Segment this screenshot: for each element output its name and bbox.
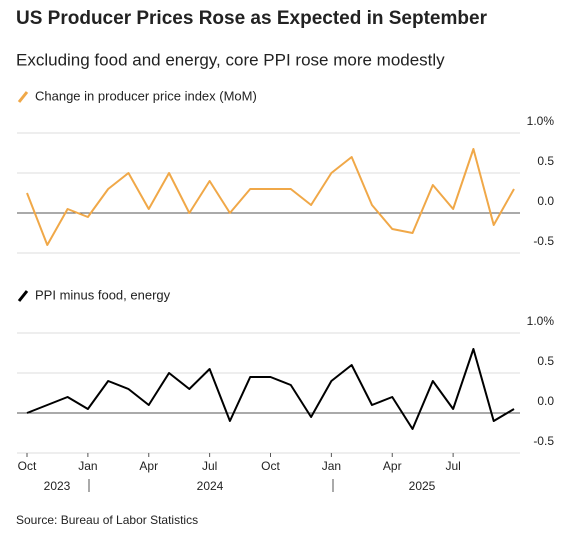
legend-swatch bbox=[17, 290, 29, 302]
legend-label: Change in producer price index (MoM) bbox=[35, 88, 257, 103]
y-tick-label: 1.0% bbox=[527, 314, 555, 328]
y-tick-label: 0.5 bbox=[537, 354, 554, 368]
y-tick-label: 0.0 bbox=[537, 194, 554, 208]
y-tick-label: 0.5 bbox=[537, 154, 554, 168]
x-tick-label: Oct bbox=[18, 459, 37, 473]
x-tick-label: Apr bbox=[383, 459, 402, 473]
x-tick-label: Jan bbox=[322, 459, 341, 473]
source: Source: Bureau of Labor Statistics bbox=[16, 513, 198, 527]
legend-label: PPI minus food, energy bbox=[35, 287, 171, 302]
x-group-label: 2025 bbox=[409, 479, 436, 493]
y-tick-label: -0.5 bbox=[533, 234, 554, 248]
line bbox=[26, 148, 515, 246]
y-tick-label: 1.0% bbox=[527, 114, 555, 128]
x-group-label: 2023 bbox=[44, 479, 71, 493]
y-tick-label: -0.5 bbox=[533, 434, 554, 448]
line bbox=[26, 348, 515, 430]
x-tick-label: Jul bbox=[445, 459, 460, 473]
x-tick-label: Oct bbox=[261, 459, 280, 473]
chart-title: US Producer Prices Rose as Expected in S… bbox=[16, 8, 488, 29]
x-tick-label: Apr bbox=[139, 459, 158, 473]
x-tick-label: Jan bbox=[78, 459, 97, 473]
y-tick-label: 0.0 bbox=[537, 394, 554, 408]
subtitle: Excluding food and energy, core PPI rose… bbox=[16, 50, 445, 69]
x-group-label: 2024 bbox=[197, 479, 224, 493]
x-tick-label: Jul bbox=[202, 459, 217, 473]
legend-swatch bbox=[17, 91, 29, 103]
